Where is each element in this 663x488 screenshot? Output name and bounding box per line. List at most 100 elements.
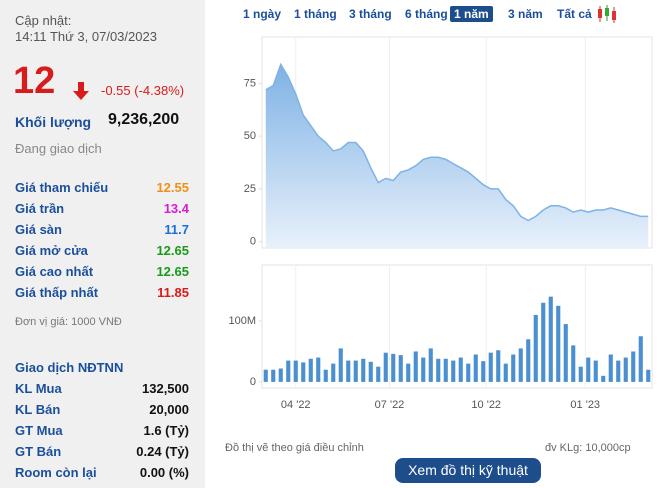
volume-bar (293, 360, 298, 382)
volume-bar (511, 354, 516, 382)
foreign-value: 0.24 (Tỷ) (136, 444, 189, 459)
period-button[interactable]: Tất cả (557, 7, 592, 21)
volume-bar (316, 357, 321, 382)
foreign-label: Room còn lại (15, 465, 97, 480)
technical-chart-button[interactable]: Xem đồ thị kỹ thuật (395, 458, 541, 483)
volume-bar (428, 348, 433, 382)
volume-bar (421, 357, 426, 382)
volume-bar (466, 363, 471, 382)
x-tick-label: 10 '22 (471, 399, 501, 411)
foreign-label: GT Bán (15, 444, 62, 459)
updated-time: 14:11 Thứ 3, 07/03/2023 (15, 29, 157, 44)
period-button[interactable]: 1 tháng (294, 7, 337, 21)
volume-bar (346, 360, 351, 382)
price-value: 12.55 (156, 180, 189, 195)
volume-bar (608, 354, 613, 382)
volume-bar (526, 339, 531, 382)
foreign-label: GT Mua (15, 423, 63, 438)
y-tick-label: 25 (244, 183, 256, 195)
price-value: 11.85 (157, 285, 189, 300)
volume-bar (278, 368, 283, 382)
volume-bar (361, 358, 366, 382)
volume-bar (473, 354, 478, 382)
price-line (265, 62, 649, 222)
volume-bar (578, 366, 583, 382)
period-button[interactable]: 1 năm (450, 6, 493, 22)
price-label: Giá sàn (15, 222, 62, 237)
volume-bar (646, 369, 651, 382)
period-button[interactable]: 6 tháng (405, 7, 448, 21)
volume-bar (301, 362, 306, 382)
foreign-label: KL Bán (15, 402, 61, 417)
price-value: 11.7 (164, 222, 189, 237)
y-tick-label: 100M (228, 315, 256, 327)
volume-bar (398, 355, 403, 382)
volume-bar (638, 336, 643, 382)
volume-bar (353, 360, 358, 382)
volume-bar (533, 314, 538, 382)
x-tick-label: 07 '22 (375, 399, 405, 411)
footer-unit: đv KLg: 10,000cp (545, 442, 631, 454)
quote-panel: Cập nhật: 14:11 Thứ 3, 07/03/2023 12 -0.… (0, 0, 205, 488)
volume-bar (271, 369, 276, 382)
volume-bar (541, 302, 546, 382)
volume-bar (631, 351, 636, 382)
y-tick-label: 75 (244, 77, 256, 89)
price-value: 13.4 (163, 201, 189, 216)
volume-bar (593, 360, 598, 382)
volume-bar (413, 351, 418, 382)
volume-bar (503, 363, 508, 382)
volume-bar (601, 375, 606, 382)
volume-bar (548, 296, 553, 382)
plot-frame (261, 36, 653, 249)
volume-bar (436, 358, 441, 382)
volume-bar (308, 358, 313, 382)
volume-bar (391, 353, 396, 382)
volume: 9,236,200 (108, 111, 180, 128)
unit-note: Đơn vị giá: 1000 VNĐ (15, 316, 122, 328)
price-area (265, 64, 649, 249)
price-change: -0.55 (-4.38%) (101, 83, 185, 98)
y-tick-label: 0 (250, 236, 256, 248)
volume-bar (623, 357, 628, 382)
volume-bar (488, 352, 493, 382)
period-button[interactable]: 3 tháng (349, 7, 392, 21)
volume-bar (338, 348, 343, 382)
updated-label: Cập nhật: (15, 13, 72, 28)
foreign-value: 0.00 (%) (139, 465, 189, 480)
volume-bar (406, 363, 411, 382)
volume-bar (286, 360, 291, 382)
volume-bar (443, 358, 448, 382)
volume-bar (496, 350, 501, 382)
volume-bar (563, 324, 568, 382)
foreign-title: Giao dịch NĐTNN (15, 360, 124, 375)
volume-bar (331, 363, 336, 382)
price: 12 (13, 60, 56, 102)
volume-bar (263, 369, 268, 382)
y-tick-label: 0 (250, 376, 256, 388)
volume-bar (616, 360, 621, 382)
volume-bar (376, 366, 381, 382)
plot-frame (261, 264, 653, 389)
volume-bar (518, 348, 523, 382)
period-button[interactable]: 3 năm (508, 7, 543, 21)
foreign-value: 1.6 (Tỷ) (143, 423, 189, 438)
price-label: Giá mở cửa (15, 243, 88, 258)
y-tick-label: 50 (244, 130, 256, 142)
volume-label: Khối lượng (15, 114, 92, 130)
price-value: 12.65 (156, 243, 189, 258)
footer-note: Đồ thị vẽ theo giá điều chỉnh (225, 442, 364, 454)
down-arrow (73, 82, 89, 100)
volume-bar (556, 305, 561, 382)
volume-bar (481, 361, 486, 382)
price-label: Giá thấp nhất (15, 285, 99, 300)
period-button[interactable]: 1 ngày (243, 7, 282, 21)
foreign-value: 20,000 (149, 402, 189, 417)
price-label: Giá cao nhất (15, 264, 94, 279)
x-tick-label: 01 '23 (570, 399, 600, 411)
volume-bar (323, 369, 328, 382)
price-value: 12.65 (156, 264, 189, 279)
status: Đang giao dịch (15, 141, 102, 156)
volume-bar (586, 357, 591, 382)
candle-icon[interactable] (596, 4, 618, 24)
